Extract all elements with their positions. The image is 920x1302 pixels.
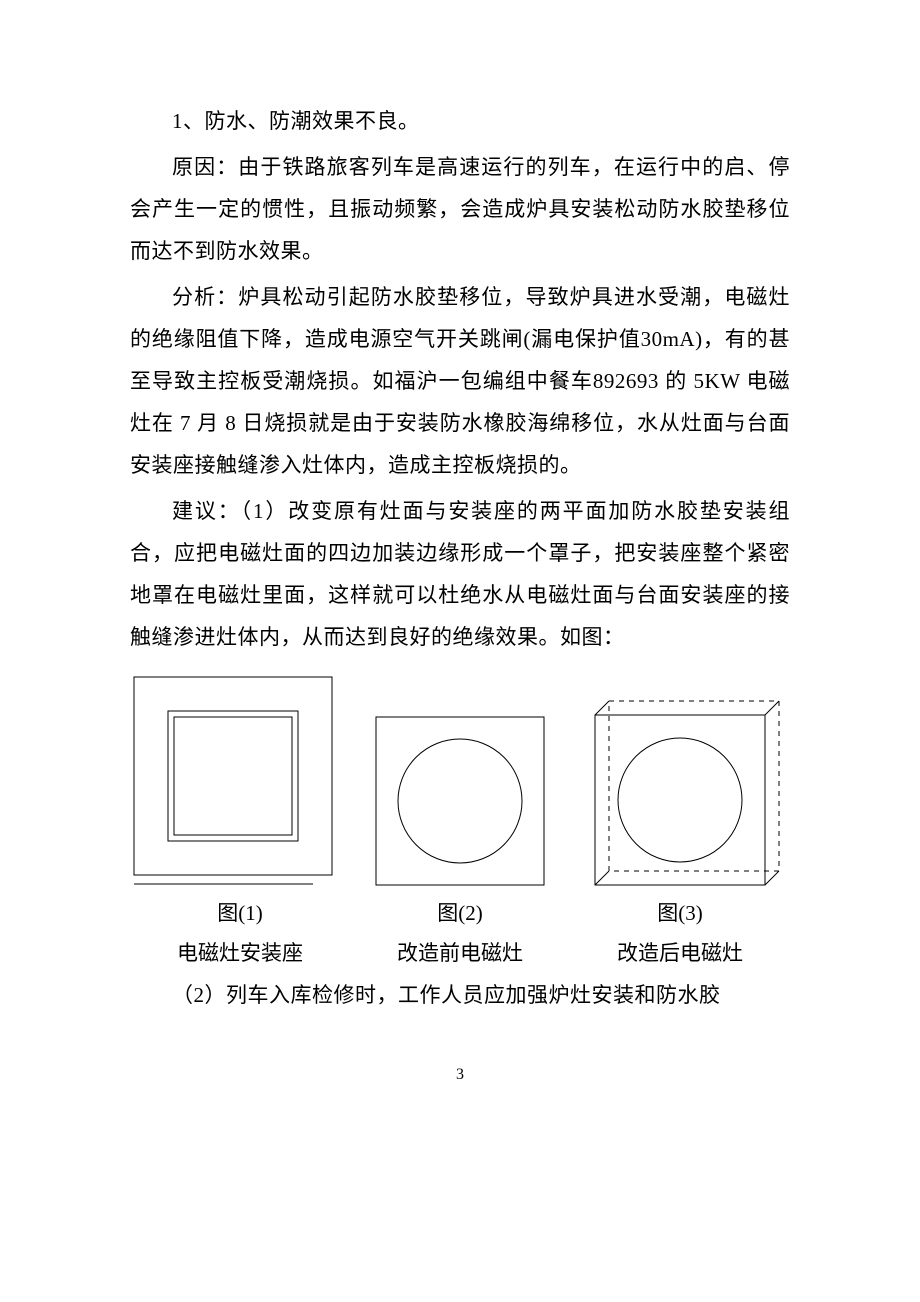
diagram-square-circle (375, 716, 545, 886)
document-page: 1、防水、防潮效果不良。 原因：由于铁路旅客列车是高速运行的列车，在运行中的启、… (0, 0, 920, 1124)
figure-3-caption: 图(3) 改造后电磁灶 (570, 894, 790, 974)
figures-row (130, 676, 790, 886)
paragraph-2: 原因：由于铁路旅客列车是高速运行的列车，在运行中的启、停会产生一定的惯性，且振动… (130, 146, 790, 272)
figure-3 (583, 700, 790, 886)
figure-1 (130, 676, 337, 886)
figure-3-text: 改造后电磁灶 (570, 934, 790, 974)
figure-2-label: 图(2) (350, 894, 570, 934)
captions-row: 图(1) 电磁灶安装座 图(2) 改造前电磁灶 图(3) 改造后电磁灶 (130, 894, 790, 974)
diagram-3d-box-circle (594, 700, 780, 886)
paragraph-5: （2）列车入库检修时，工作人员应加强炉灶安装和防水胶 (130, 974, 790, 1016)
figure-1-caption: 图(1) 电磁灶安装座 (130, 894, 350, 974)
paragraph-3: 分析：炉具松动引起防水胶垫移位，导致炉具进水受潮，电磁灶的绝缘阻值下降，造成电源… (130, 276, 790, 486)
figure-3-label: 图(3) (570, 894, 790, 934)
page-number: 3 (130, 1066, 790, 1084)
figure-1-text: 电磁灶安装座 (130, 934, 350, 974)
figure-2 (357, 716, 564, 886)
figure-1-label: 图(1) (130, 894, 350, 934)
figure-2-text: 改造前电磁灶 (350, 934, 570, 974)
figure-2-caption: 图(2) 改造前电磁灶 (350, 894, 570, 974)
paragraph-1: 1、防水、防潮效果不良。 (130, 100, 790, 142)
diagram-nested-squares (133, 676, 333, 886)
paragraph-4: 建议：（1）改变原有灶面与安装座的两平面加防水胶垫安装组合，应把电磁灶面的四边加… (130, 490, 790, 658)
